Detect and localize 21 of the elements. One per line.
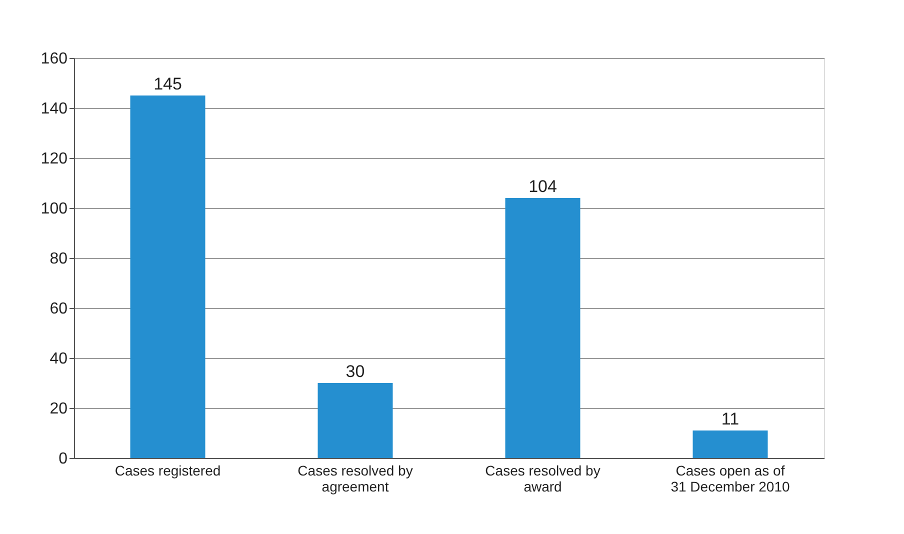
data-label: 30 [346,362,365,381]
y-tick-label: 160 [40,50,68,68]
data-label: 11 [721,410,740,428]
y-tick-label: 40 [50,350,68,368]
y-tick-label: 120 [40,150,68,168]
y-tick-label: 100 [40,200,68,218]
y-tick-label: 20 [50,400,68,418]
bar [130,96,206,458]
y-tick-label: 60 [50,300,68,318]
x-tick-label: Cases resolved by award [485,462,600,494]
data-label: 145 [154,74,182,94]
y-tick-label: 80 [50,250,68,268]
bar [505,198,580,458]
bar [318,383,393,458]
y-tick-label: 0 [58,450,68,468]
x-tick-label: Cases open as of 31 December 2010 [670,462,790,494]
x-tick-label: Cases registered [114,462,221,478]
data-label: 104 [528,177,557,196]
x-tick-label: Cases resolved by agreement [298,462,413,494]
y-tick-label: 140 [40,100,68,118]
bar [692,430,768,458]
